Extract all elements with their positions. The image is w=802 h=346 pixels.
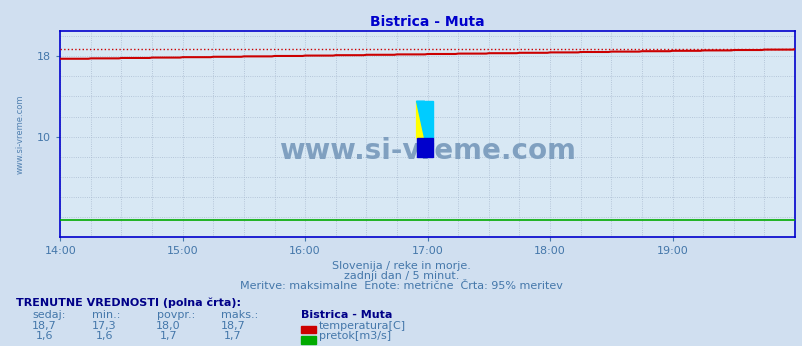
Text: www.si-vreme.com: www.si-vreme.com bbox=[15, 94, 24, 174]
Title: Bistrica - Muta: Bistrica - Muta bbox=[370, 15, 484, 29]
Text: povpr.:: povpr.: bbox=[156, 310, 195, 320]
Polygon shape bbox=[416, 101, 424, 138]
Text: Bistrica - Muta: Bistrica - Muta bbox=[301, 310, 392, 320]
Text: TRENUTNE VREDNOSTI (polna črta):: TRENUTNE VREDNOSTI (polna črta): bbox=[16, 298, 241, 308]
Polygon shape bbox=[416, 101, 424, 138]
Polygon shape bbox=[424, 101, 432, 138]
Text: pretok[m3/s]: pretok[m3/s] bbox=[318, 331, 391, 341]
Polygon shape bbox=[416, 138, 432, 157]
Text: 18,0: 18,0 bbox=[156, 321, 180, 331]
Text: www.si-vreme.com: www.si-vreme.com bbox=[279, 137, 575, 165]
Text: sedaj:: sedaj: bbox=[32, 310, 66, 320]
Text: 1,7: 1,7 bbox=[224, 331, 241, 341]
Text: 1,7: 1,7 bbox=[160, 331, 177, 341]
Text: Slovenija / reke in morje.: Slovenija / reke in morje. bbox=[332, 261, 470, 271]
Text: 18,7: 18,7 bbox=[221, 321, 245, 331]
Text: 1,6: 1,6 bbox=[35, 331, 53, 341]
Text: zadnji dan / 5 minut.: zadnji dan / 5 minut. bbox=[343, 271, 459, 281]
Text: Meritve: maksimalne  Enote: metrične  Črta: 95% meritev: Meritve: maksimalne Enote: metrične Črta… bbox=[240, 281, 562, 291]
Text: temperatura[C]: temperatura[C] bbox=[318, 321, 405, 331]
Text: 18,7: 18,7 bbox=[32, 321, 56, 331]
Text: min.:: min.: bbox=[92, 310, 120, 320]
Text: 1,6: 1,6 bbox=[95, 331, 113, 341]
Text: 17,3: 17,3 bbox=[92, 321, 116, 331]
Text: maks.:: maks.: bbox=[221, 310, 257, 320]
